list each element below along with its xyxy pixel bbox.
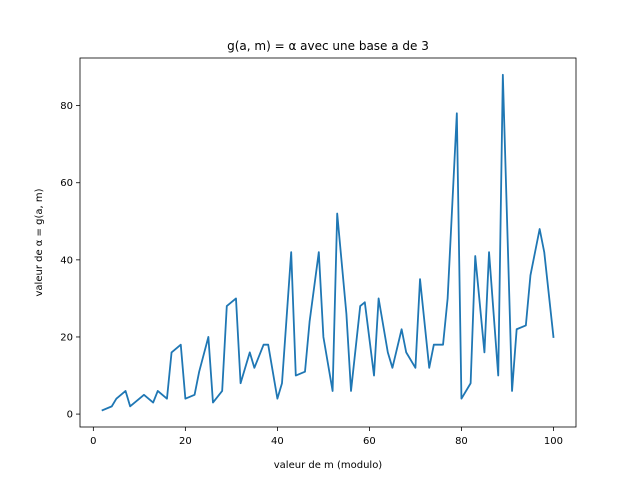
x-tick-label: 80 [455, 436, 468, 447]
x-tick-label: 60 [363, 436, 376, 447]
x-tick-label: 40 [271, 436, 284, 447]
series-line [101, 73, 555, 412]
chart-title: g(a, m) = α avec une base a de 3 [227, 39, 429, 53]
y-axis-label: valeur de α = g(a, m) [34, 188, 45, 296]
x-axis-label: valeur de m (modulo) [274, 460, 383, 471]
x-tick-label: 0 [90, 436, 96, 447]
x-axis-ticks: 0 20 40 60 80 100 [90, 427, 563, 447]
axes-frame [79, 57, 577, 428]
y-tick-label: 60 [60, 178, 73, 189]
y-tick-label: 40 [60, 255, 73, 266]
y-tick-label: 20 [60, 332, 73, 343]
y-tick-label: 0 [67, 410, 73, 421]
x-tick-label: 20 [179, 436, 192, 447]
y-axis-ticks: 0 20 40 60 80 [60, 101, 80, 421]
x-tick-label: 100 [544, 436, 563, 447]
y-tick-label: 80 [60, 101, 73, 112]
